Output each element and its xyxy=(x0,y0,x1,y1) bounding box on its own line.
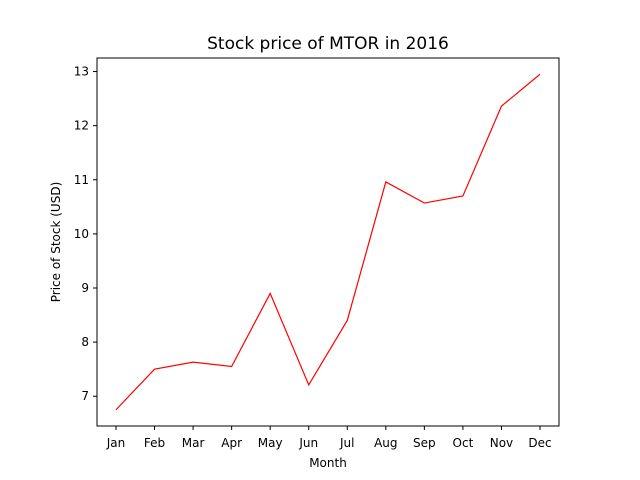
y-axis-label: Price of Stock (USD) xyxy=(49,182,63,303)
y-tick-label: 8 xyxy=(81,335,89,349)
y-tick-label: 7 xyxy=(81,389,89,403)
y-tick-label: 12 xyxy=(74,119,89,133)
x-axis: Jan Feb Mar Apr May Jun Jul Aug Sep Oct Nov Dec xyxy=(106,426,552,450)
x-axis-label: Month xyxy=(309,456,347,470)
series-line xyxy=(115,73,541,411)
x-tick-label: Jun xyxy=(298,436,318,450)
x-tick-label: Dec xyxy=(528,436,551,450)
x-tick-label: Oct xyxy=(453,436,474,450)
y-tick-label: 10 xyxy=(74,227,89,241)
x-tick-label: Sep xyxy=(413,436,436,450)
x-tick-label: May xyxy=(258,436,283,450)
x-tick-label: Aug xyxy=(374,436,397,450)
x-tick-label: Jul xyxy=(339,436,354,450)
x-tick-label: Feb xyxy=(144,436,165,450)
x-tick-label: Apr xyxy=(221,436,242,450)
y-axis: 7 8 9 10 11 12 13 xyxy=(74,65,97,403)
y-tick-label: 9 xyxy=(81,281,89,295)
y-tick-label: 13 xyxy=(74,65,89,79)
plot-frame xyxy=(96,57,560,427)
x-tick-label: Jan xyxy=(106,436,126,450)
x-tick-label: Nov xyxy=(490,436,513,450)
chart-title: Stock price of MTOR in 2016 xyxy=(207,34,449,54)
x-tick-label: Mar xyxy=(182,436,205,450)
y-tick-label: 11 xyxy=(74,173,89,187)
